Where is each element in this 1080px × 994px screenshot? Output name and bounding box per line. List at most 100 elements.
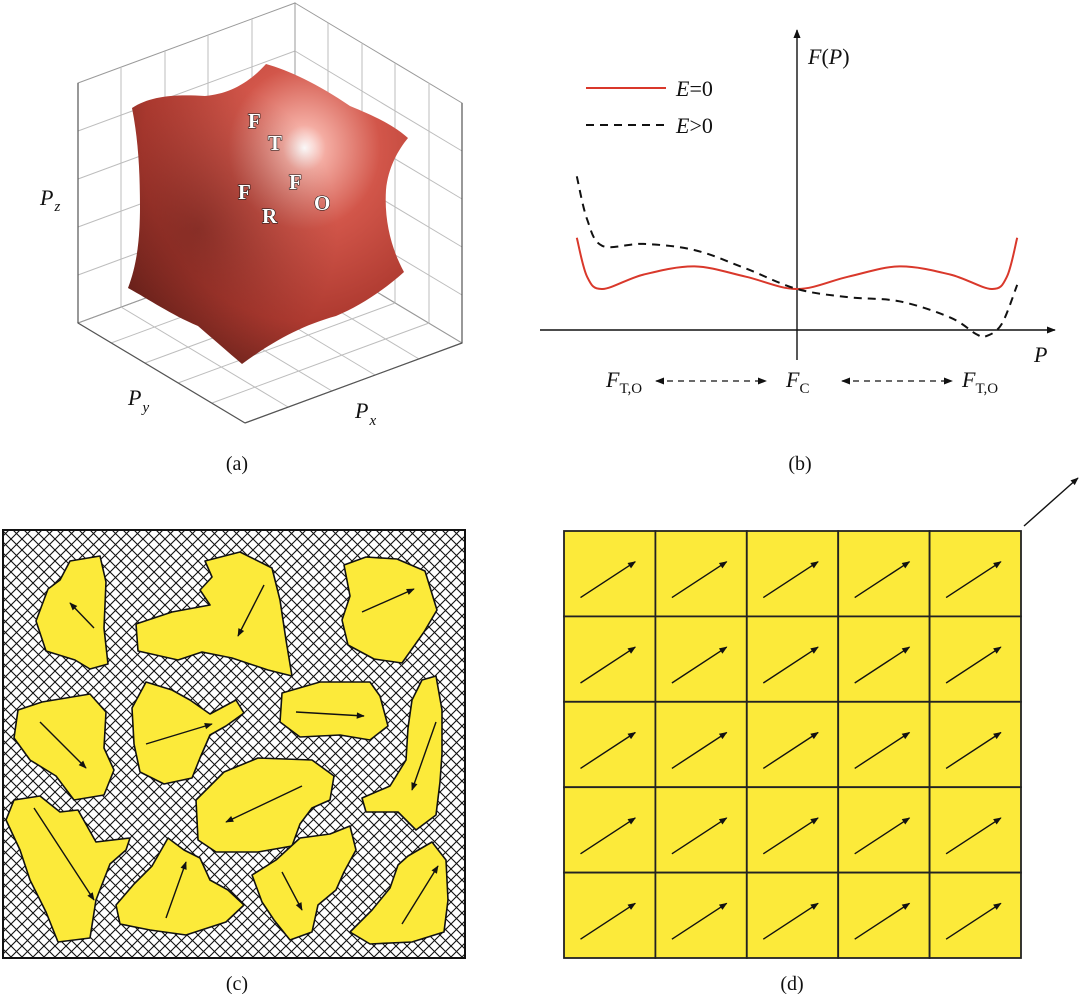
- state-label-left: FT,O: [605, 367, 642, 397]
- polarization-arrow-c11: [281, 871, 303, 911]
- polarization-arrow: [580, 646, 636, 684]
- grain-c3: [341, 556, 438, 664]
- front-frame: [77, 83, 463, 424]
- free-energy-curves: [575, 176, 1019, 339]
- polarization-arrow: [762, 561, 819, 599]
- domain-cell: [654, 871, 748, 959]
- polarization-arrow: [580, 817, 636, 855]
- grain-c7: [361, 675, 443, 831]
- domain-cell: [745, 615, 840, 703]
- grain-c1: [35, 555, 109, 670]
- polarization-arrow: [854, 646, 911, 684]
- grain-c10: [115, 837, 245, 936]
- legend-label-e0: E=0: [675, 76, 713, 101]
- polarization-arrow: [945, 902, 1002, 940]
- letter-fr-f: F: [238, 180, 251, 204]
- polarization-arrow: [945, 646, 1002, 684]
- polarization-arrow-c8: [225, 785, 303, 823]
- polarization-arrow-c7: [411, 721, 437, 791]
- domain-cell: [654, 786, 748, 874]
- grain-c5: [131, 681, 245, 785]
- x-axis-label: P: [1033, 342, 1047, 367]
- curve-e-zero: [575, 237, 1019, 291]
- polarization-arrow: [762, 902, 819, 940]
- domain-cell: [745, 700, 840, 789]
- domain-cell: [837, 530, 931, 618]
- letter-ft-t: T: [268, 131, 282, 155]
- panel-c: (c): [2, 529, 466, 994]
- polarization-arrow-c9: [33, 807, 95, 901]
- polarization-arrow-c3: [361, 588, 415, 613]
- polarization-arrow: [671, 561, 728, 599]
- polarization-arrow: [762, 646, 819, 684]
- caption-d: (d): [780, 973, 803, 994]
- caption-a: (a): [226, 453, 248, 475]
- polarization-arrow: [945, 731, 1002, 769]
- domain-cell: [928, 530, 1022, 618]
- domain-cell: [837, 786, 931, 874]
- polarization-arrow: [671, 646, 728, 684]
- polarization-arrow: [854, 731, 911, 769]
- net-polarization-arrow: [1023, 477, 1079, 527]
- grain-c2: [135, 551, 293, 677]
- polarization-arrow: [580, 731, 636, 769]
- surface-shade: [128, 64, 408, 364]
- domain-cell: [563, 786, 657, 874]
- domain-cell: [837, 615, 931, 703]
- polarization-arrow: [945, 561, 1002, 599]
- polarization-arrow-c10: [165, 861, 187, 919]
- grain-c4: [13, 693, 115, 801]
- polarization-arrow: [854, 817, 911, 855]
- domain-cell: [745, 530, 840, 618]
- polarization-arrow-c4: [39, 721, 87, 769]
- axis-label-py: Py: [127, 385, 149, 416]
- domain-cell: [745, 786, 840, 874]
- axis-label-px: Px: [354, 398, 376, 429]
- curve-e-positive: [575, 176, 1019, 339]
- domain-grid: [563, 530, 1022, 959]
- state-label-center: FC: [785, 367, 809, 397]
- grain-c9: [5, 795, 131, 943]
- axis-label-pz: Pz: [39, 185, 60, 215]
- polarization-arrow-c2: [237, 584, 265, 637]
- polarization-arrow: [762, 731, 819, 769]
- polarization-arrow-c1: [69, 602, 95, 629]
- letter-fr-r: R: [262, 204, 278, 228]
- polarization-arrow-c6: [295, 711, 365, 719]
- grain-c6: [279, 681, 389, 741]
- caption-b: (b): [788, 453, 811, 475]
- phase-letters: F T F O F R: [237, 108, 330, 228]
- letter-fo-f: F: [289, 170, 302, 194]
- panel-a: F T F O F R Pz Py Px (a): [39, 2, 464, 475]
- polarization-arrows-c: [33, 584, 439, 925]
- domain-cell: [563, 530, 657, 618]
- domain-cell: [837, 871, 931, 959]
- polarization-arrow: [580, 902, 636, 940]
- domain-cell: [837, 700, 931, 789]
- domain-cell: [928, 871, 1022, 959]
- domain-cell: [928, 615, 1022, 703]
- polarization-arrow: [854, 561, 911, 599]
- domain-cell: [654, 615, 748, 703]
- polarization-arrow-c12: [401, 865, 439, 925]
- letter-ft-f: F: [248, 109, 261, 133]
- legend-label-epos: E>0: [675, 113, 713, 138]
- domain-cell: [563, 700, 657, 789]
- domain-cell: [563, 615, 657, 703]
- domain-cell: [745, 871, 840, 959]
- grain-c11: [251, 825, 357, 941]
- panel-b: F(P) P E=0 E>0 FT,O FC FT,O (b): [540, 29, 1056, 475]
- polarization-arrow: [671, 817, 728, 855]
- state-label-right: FT,O: [961, 367, 998, 397]
- panel-d: (d): [563, 477, 1079, 994]
- caption-c: (c): [226, 973, 248, 994]
- polarization-arrow-c5: [145, 723, 213, 745]
- domain-cell: [654, 700, 748, 789]
- legend: E=0 E>0: [586, 76, 713, 138]
- domain-cell: [563, 871, 657, 959]
- polarization-arrow: [945, 817, 1002, 855]
- polarization-arrow: [580, 561, 636, 599]
- domain-cell: [928, 700, 1022, 789]
